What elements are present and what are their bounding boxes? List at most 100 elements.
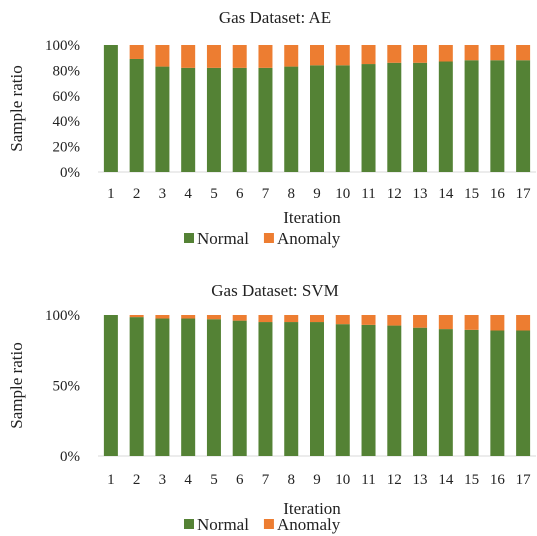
bar-normal xyxy=(413,62,428,172)
bar-normal xyxy=(258,322,273,456)
bar-normal xyxy=(206,67,221,172)
y-tick-label: 0% xyxy=(60,165,80,181)
bar-normal xyxy=(335,65,350,172)
x-tick-label: 1 xyxy=(107,186,115,202)
x-tick-label: 16 xyxy=(490,472,506,488)
bar-anomaly xyxy=(284,315,299,323)
x-tick-label: 1 xyxy=(107,472,115,488)
x-tick-label: 5 xyxy=(210,186,218,202)
legend-label: Normal xyxy=(197,229,249,248)
bar-anomaly xyxy=(516,315,531,331)
bar-anomaly xyxy=(206,315,221,320)
bar-anomaly xyxy=(129,45,144,59)
bar-anomaly xyxy=(335,315,350,325)
bar-anomaly xyxy=(284,45,299,67)
x-tick-label: 17 xyxy=(516,472,532,488)
bar-anomaly xyxy=(387,45,402,63)
x-tick-label: 7 xyxy=(262,186,270,202)
bar-anomaly xyxy=(387,315,402,326)
x-tick-label: 7 xyxy=(262,472,270,488)
bar-normal xyxy=(464,60,479,172)
x-tick-label: 15 xyxy=(464,472,479,488)
bar-anomaly xyxy=(181,45,196,68)
x-tick-label: 14 xyxy=(438,186,454,202)
legend: Normal Anomaly xyxy=(184,229,341,248)
bar-anomaly xyxy=(258,45,273,68)
bar-normal xyxy=(490,60,505,172)
x-axis-label: Iteration xyxy=(283,208,341,227)
bar-anomaly xyxy=(232,45,247,68)
x-tick-label: 2 xyxy=(133,186,141,202)
y-axis-label: Sample ratio xyxy=(7,65,26,151)
chart-1: Gas Dataset: AE0%20%40%60%80%100%1 2 3 4 5 6 7… xyxy=(7,8,536,248)
bar-normal xyxy=(490,330,505,456)
bar-normal xyxy=(438,329,453,456)
bar-anomaly xyxy=(490,315,505,331)
bar-anomaly xyxy=(310,45,324,66)
x-tick-label: 4 xyxy=(184,472,192,488)
x-tick-label: 13 xyxy=(413,472,428,488)
bar-anomaly xyxy=(310,315,324,323)
bar-normal xyxy=(310,322,324,456)
bar-normal xyxy=(284,322,299,456)
x-tick-label: 13 xyxy=(413,186,428,202)
bar-anomaly xyxy=(129,315,144,318)
x-tick-label: 6 xyxy=(236,186,244,202)
bar-normal xyxy=(181,67,196,172)
y-tick-label: 20% xyxy=(53,140,81,156)
bar-normal xyxy=(155,66,170,172)
legend-label: Normal xyxy=(197,515,249,534)
bar-normal xyxy=(284,66,299,172)
bar-normal xyxy=(181,318,196,456)
x-tick-label: 14 xyxy=(438,472,454,488)
bar-normal xyxy=(232,320,247,456)
x-tick-label: 10 xyxy=(335,472,350,488)
x-tick-label: 9 xyxy=(313,472,321,488)
x-tick-label: 17 xyxy=(516,186,532,202)
bar-normal xyxy=(103,315,118,456)
x-tick-label: 12 xyxy=(387,472,402,488)
x-tick-label: 3 xyxy=(159,186,167,202)
bar-normal xyxy=(361,64,376,172)
bar-normal xyxy=(361,324,376,456)
legend-swatch-anomaly xyxy=(263,519,274,529)
bar-anomaly xyxy=(258,315,273,323)
x-axis-label: Iteration xyxy=(283,499,341,518)
x-tick-label: 5 xyxy=(210,472,218,488)
x-tick-label: 8 xyxy=(287,472,295,488)
bar-normal xyxy=(258,67,273,172)
x-tick-label: 6 xyxy=(236,472,244,488)
x-tick-label: 16 xyxy=(490,186,506,202)
y-axis-label: Sample ratio xyxy=(7,342,26,428)
x-tick-label: 8 xyxy=(287,186,295,202)
chart-title: Gas Dataset: AE xyxy=(219,8,331,27)
bar-normal xyxy=(335,324,350,456)
bar-normal xyxy=(387,325,402,456)
bar-normal xyxy=(310,65,324,172)
x-tick-label: 9 xyxy=(313,186,321,202)
legend-swatch-normal xyxy=(184,519,194,529)
legend-swatch-anomaly xyxy=(263,233,274,243)
bar-anomaly xyxy=(438,315,453,330)
bar-anomaly xyxy=(516,45,531,61)
x-tick-label: 2 xyxy=(133,472,141,488)
bar-anomaly xyxy=(490,45,505,61)
x-tick-label: 11 xyxy=(361,186,375,202)
bar-anomaly xyxy=(335,45,350,66)
bar-anomaly xyxy=(206,45,221,68)
bar-anomaly xyxy=(464,315,479,330)
bar-normal xyxy=(103,45,118,172)
y-tick-label: 80% xyxy=(53,63,81,79)
bar-anomaly xyxy=(155,45,170,67)
y-tick-label: 100% xyxy=(45,38,80,54)
x-tick-label: 4 xyxy=(184,186,192,202)
legend-label: Anomaly xyxy=(277,515,341,534)
bar-normal xyxy=(438,61,453,173)
x-tick-label: 10 xyxy=(335,186,350,202)
legend-swatch-normal xyxy=(184,233,194,243)
y-tick-label: 60% xyxy=(53,89,81,105)
y-tick-label: 0% xyxy=(60,449,80,465)
chart-title: Gas Dataset: SVM xyxy=(211,281,338,300)
